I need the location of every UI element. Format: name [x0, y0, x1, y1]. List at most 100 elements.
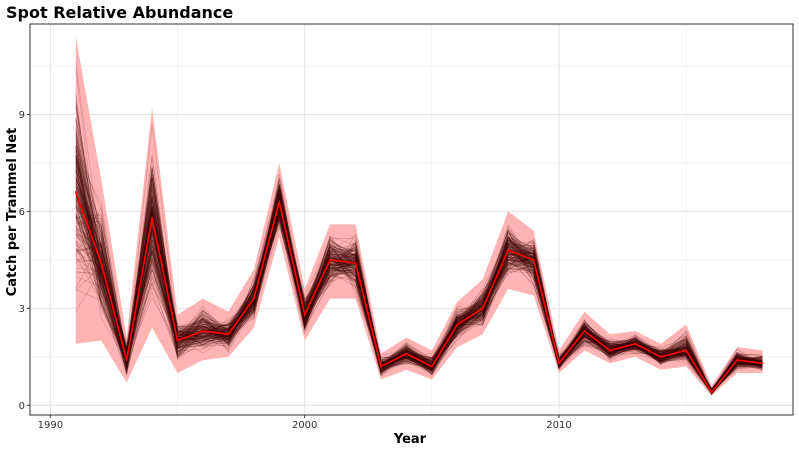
replicate-line — [75, 184, 763, 390]
replicate-line — [75, 154, 763, 392]
replicate-line — [75, 196, 763, 391]
replicate-line — [75, 189, 763, 396]
replicate-line — [75, 208, 763, 393]
replicate-line — [75, 147, 763, 393]
y-tick-label: 0 — [19, 401, 25, 412]
replicate-line — [75, 209, 763, 395]
mean-point — [100, 262, 103, 265]
replicate-line — [75, 204, 763, 393]
x-axis-title: Year — [393, 432, 427, 447]
mean-point — [176, 339, 179, 342]
replicate-line — [75, 178, 763, 393]
replicate-line — [75, 154, 763, 394]
replicate-line — [75, 195, 763, 394]
replicate-line — [75, 195, 763, 391]
replicate-line — [75, 202, 763, 391]
replicate-line — [75, 164, 763, 394]
replicate-line — [75, 107, 763, 395]
mean-point — [329, 258, 332, 261]
mean-line-group — [74, 191, 764, 394]
interval-band — [75, 36, 763, 396]
replicate-line — [75, 205, 763, 394]
replicate-line — [75, 179, 763, 392]
replicate-line — [75, 196, 763, 394]
replicate-line — [75, 197, 763, 392]
replicate-line — [75, 200, 763, 394]
replicate-line — [75, 145, 763, 393]
interval-band-group — [75, 36, 763, 396]
replicate-line — [75, 201, 763, 394]
replicate-lines-group — [75, 63, 763, 396]
replicate-line — [75, 190, 763, 395]
replicate-line — [75, 130, 763, 393]
mean-point — [608, 349, 611, 352]
replicate-line — [75, 177, 763, 391]
mean-point — [736, 359, 738, 361]
replicate-line — [75, 165, 763, 394]
y-axis-title: Catch per Trammel Net — [5, 128, 20, 297]
mean-point — [685, 349, 688, 352]
replicate-line — [75, 197, 763, 390]
replicate-line — [75, 202, 763, 392]
replicate-line — [75, 168, 763, 392]
replicate-line — [75, 177, 763, 395]
replicate-line — [75, 194, 763, 392]
replicate-line — [75, 180, 763, 393]
replicate-line — [75, 195, 763, 394]
replicate-line — [75, 183, 763, 394]
replicate-line — [75, 133, 763, 393]
mean-point — [202, 330, 204, 332]
mean-point — [481, 307, 484, 310]
replicate-line — [75, 183, 763, 394]
replicate-line — [75, 205, 763, 392]
mean-point — [659, 355, 662, 358]
replicate-line — [75, 166, 763, 394]
replicate-line — [75, 195, 763, 393]
replicate-line — [75, 178, 763, 393]
mean-point — [303, 313, 306, 316]
replicate-line — [75, 194, 763, 394]
replicate-line — [75, 157, 763, 394]
mean-point — [405, 352, 408, 355]
replicate-line — [75, 199, 763, 392]
replicate-line — [75, 137, 763, 394]
replicate-line — [75, 184, 763, 390]
replicate-line — [75, 195, 763, 394]
replicate-line — [75, 188, 763, 393]
mean-point — [532, 258, 535, 261]
replicate-line — [75, 127, 763, 393]
replicate-line — [75, 208, 763, 393]
replicate-line — [75, 209, 763, 395]
replicate-line — [75, 197, 763, 394]
replicate-line — [75, 210, 763, 393]
replicate-line — [75, 94, 763, 393]
replicate-line — [75, 192, 763, 395]
replicate-line — [75, 200, 763, 393]
replicate-line — [75, 137, 763, 394]
replicate-line — [75, 200, 763, 395]
replicate-line — [75, 170, 763, 392]
replicate-line — [75, 205, 763, 394]
replicate-line — [75, 138, 763, 391]
replicate-line — [75, 69, 763, 392]
replicate-line — [75, 127, 763, 393]
replicate-line — [75, 157, 763, 394]
replicate-line — [75, 212, 763, 393]
mean-point — [227, 333, 230, 336]
replicate-line — [75, 205, 763, 395]
replicate-line — [75, 198, 763, 391]
replicate-line — [75, 171, 763, 391]
replicate-line — [75, 188, 763, 394]
panel-border — [29, 23, 794, 416]
replicate-line — [75, 216, 763, 394]
replicate-line — [75, 163, 763, 393]
x-tick-label: 2000 — [292, 420, 317, 431]
replicate-line — [75, 180, 763, 390]
mean-point — [710, 391, 713, 394]
replicate-line — [75, 162, 763, 394]
mean-point — [151, 216, 153, 219]
mean-point — [634, 343, 637, 345]
mean-point — [278, 200, 281, 203]
mean-point — [380, 365, 382, 368]
